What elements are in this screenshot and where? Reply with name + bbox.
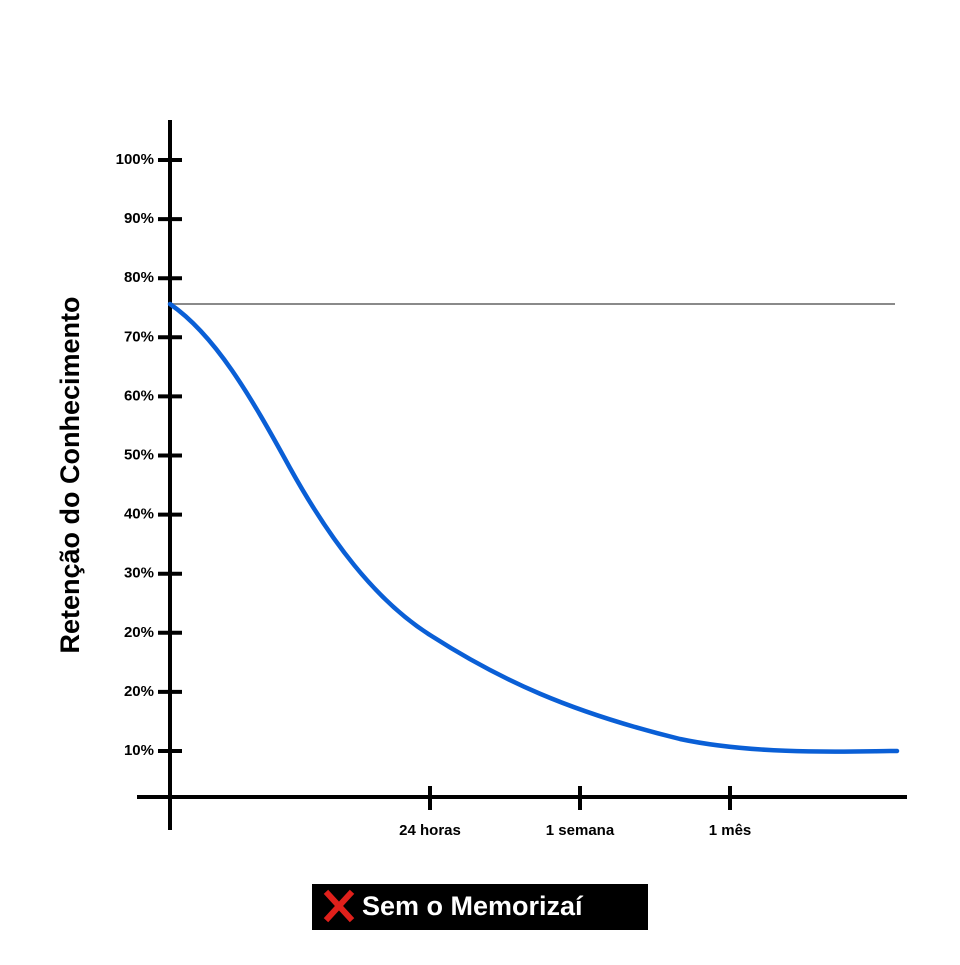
legend-box <box>312 884 648 930</box>
legend: Sem o Memorizaí <box>312 884 648 930</box>
y-tick-label: 80% <box>124 269 154 286</box>
legend-icon <box>323 889 355 923</box>
y-tick-label: 50% <box>124 446 154 463</box>
x-tick-label: 1 mês <box>709 822 752 839</box>
y-tick-label: 20% <box>124 683 154 700</box>
y-tick-label: 70% <box>124 328 154 345</box>
y-tick-label: 30% <box>124 565 154 582</box>
legend-label: Sem o Memorizaí <box>362 891 584 921</box>
y-tick-label: 100% <box>116 151 154 168</box>
y-tick-label: 60% <box>124 387 154 404</box>
y-tick-label: 20% <box>124 624 154 641</box>
y-axis-title: Retenção do Conhecimento <box>55 296 85 653</box>
y-tick-label: 10% <box>124 742 154 759</box>
x-tick-label: 1 semana <box>546 822 615 839</box>
x-tick-label: 24 horas <box>399 822 461 839</box>
retention-curve <box>167 301 900 754</box>
y-tick-label: 40% <box>124 506 154 523</box>
y-tick-label: 90% <box>124 210 154 227</box>
